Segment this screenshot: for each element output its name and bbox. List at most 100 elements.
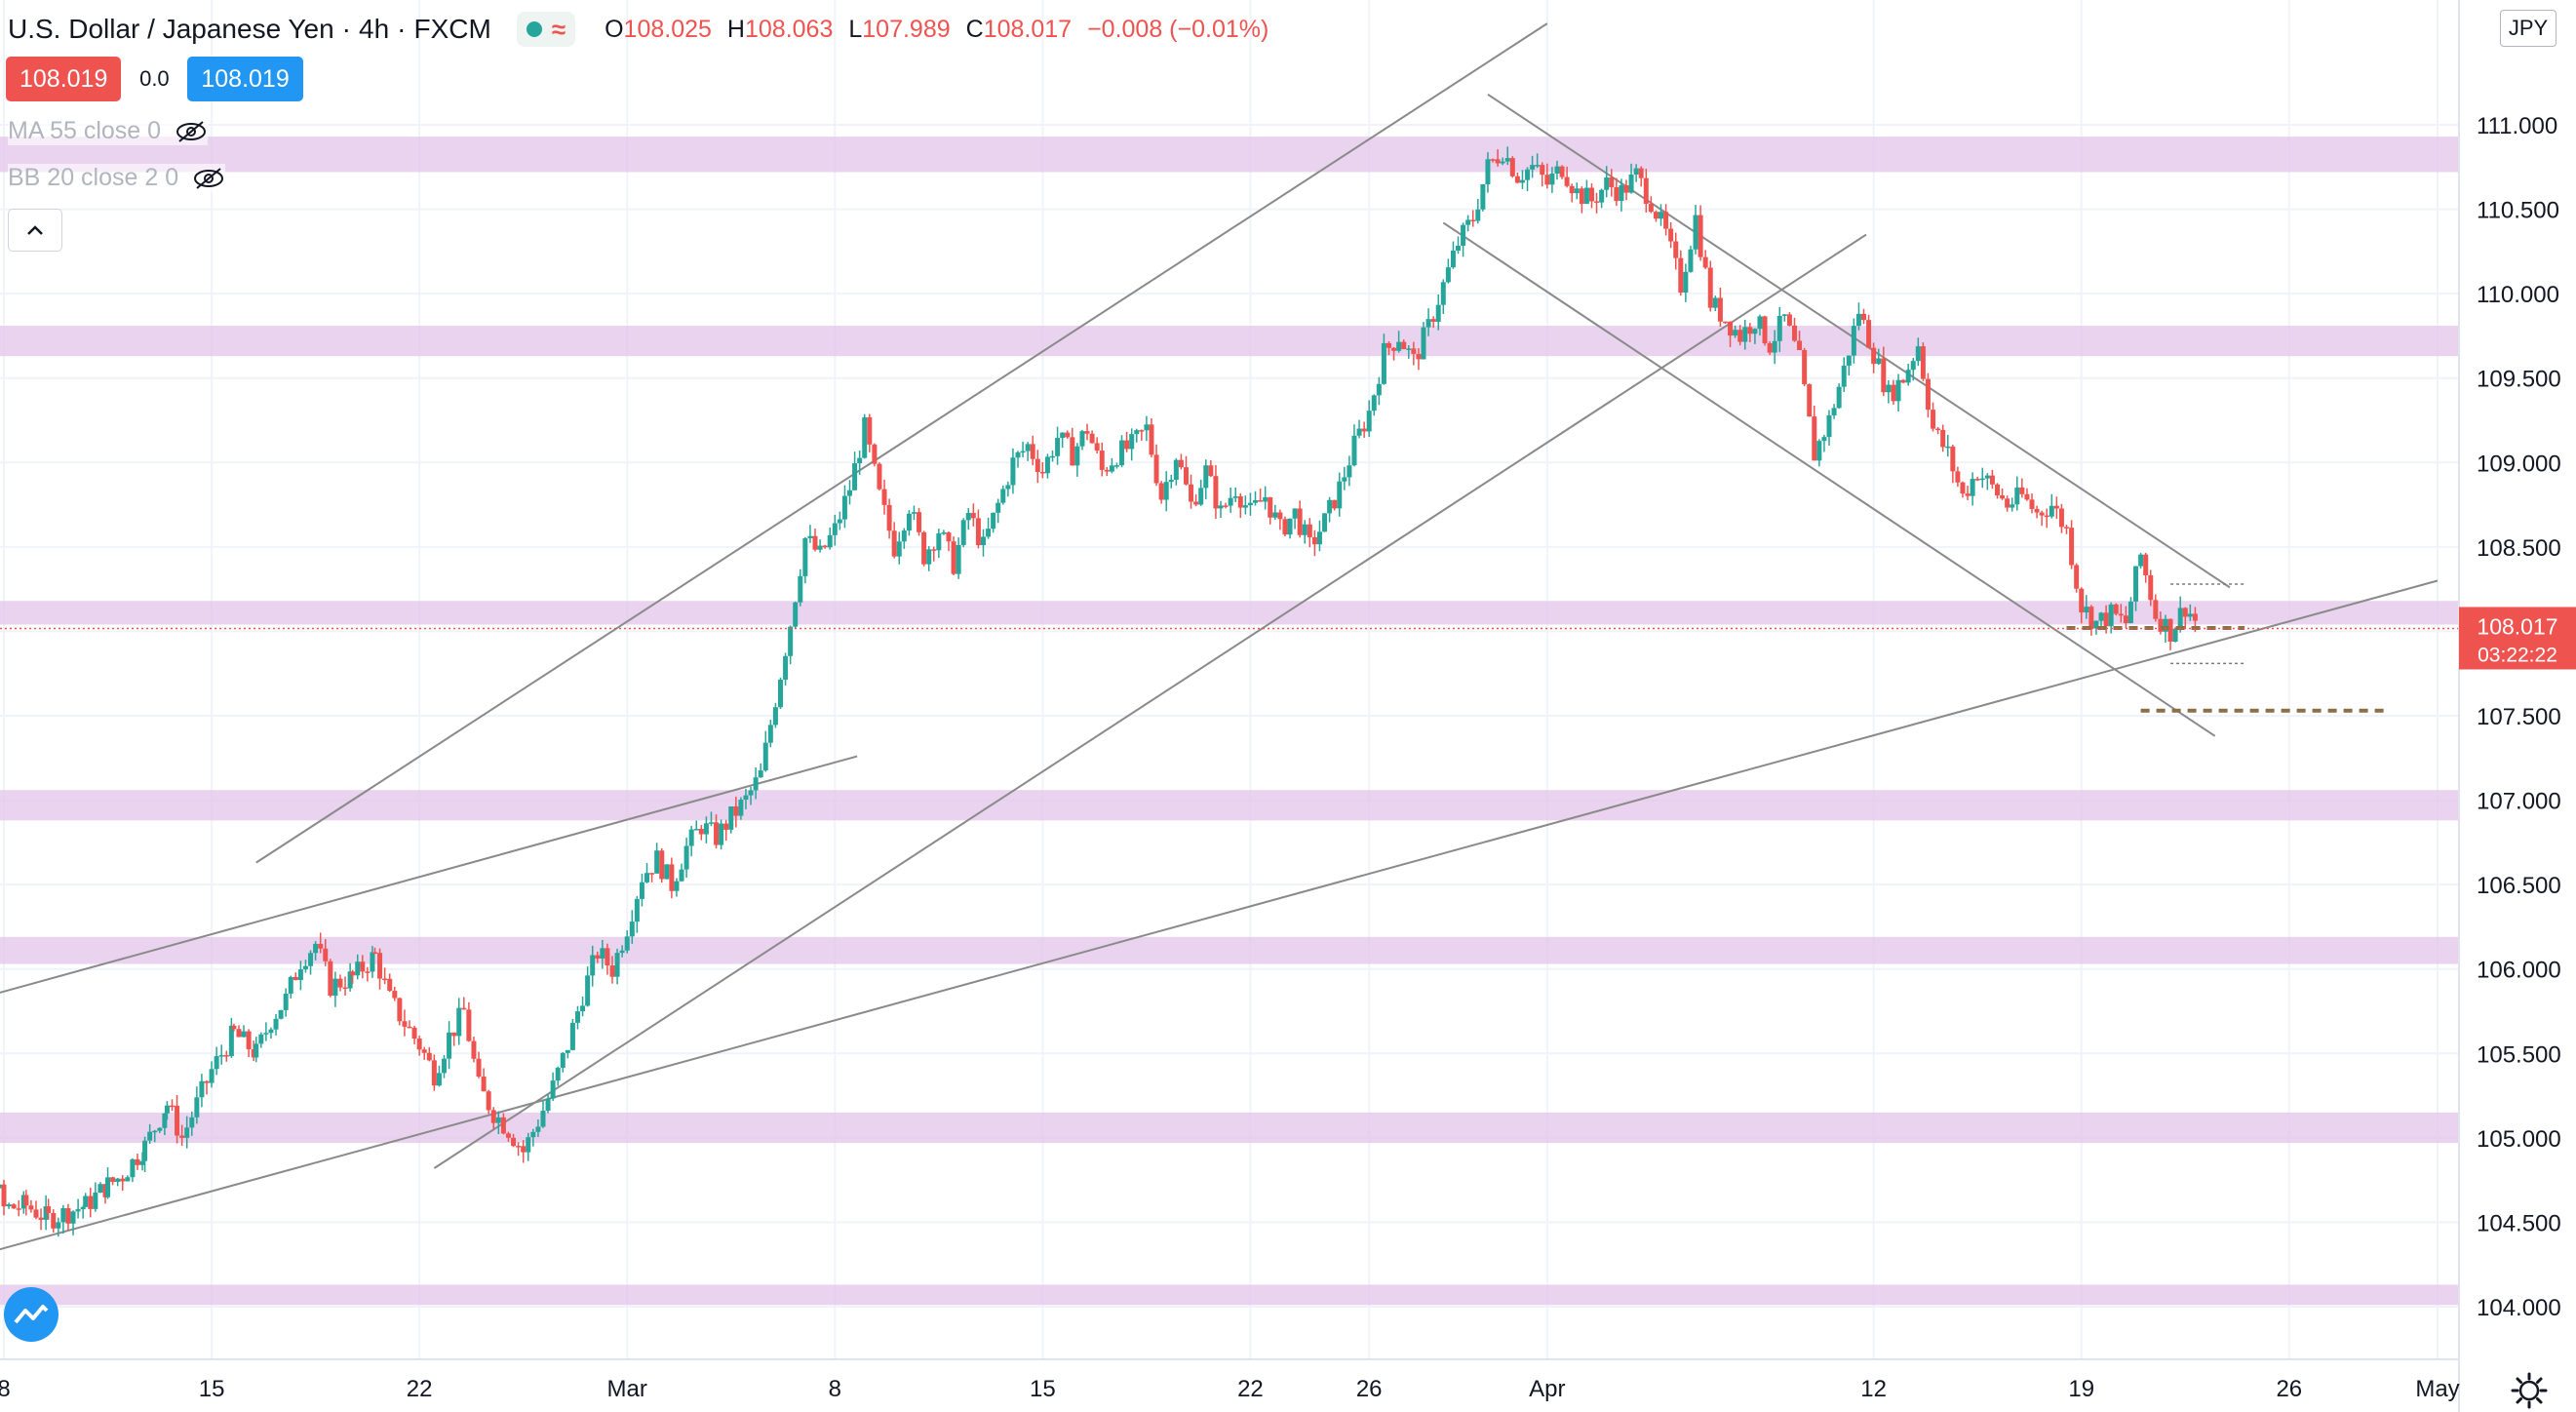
candle-body bbox=[614, 953, 620, 977]
candle-body bbox=[1984, 475, 1990, 479]
candle-body bbox=[1342, 477, 1347, 482]
candle-body bbox=[1223, 505, 1229, 507]
candle-body bbox=[1781, 314, 1787, 316]
candle-body bbox=[246, 1031, 252, 1050]
candle-body bbox=[273, 1018, 279, 1030]
price-axis[interactable]: 104.000 104.500 105.000 105.500 106.000 106.5… bbox=[2477, 113, 2561, 1321]
candle-body bbox=[1050, 455, 1056, 458]
gear-icon[interactable] bbox=[2510, 1371, 2549, 1410]
candle-body bbox=[1540, 165, 1545, 176]
time-axis[interactable]: 8 15 22 Mar 8 15 22 26 Apr 12 19 26 May bbox=[0, 1376, 2460, 1402]
last-price-label: 108.017 bbox=[2477, 613, 2557, 639]
market-open-icon bbox=[526, 21, 542, 37]
collapse-indicators-button[interactable] bbox=[8, 209, 62, 252]
candle-body bbox=[70, 1211, 76, 1224]
sell-button[interactable]: 108.019 bbox=[6, 57, 122, 101]
candle-body bbox=[254, 1043, 259, 1058]
candle-body bbox=[93, 1192, 98, 1209]
candle-body bbox=[1509, 158, 1515, 176]
candle-body bbox=[1673, 241, 1679, 258]
trendline bbox=[433, 233, 1867, 1169]
candle-body bbox=[965, 512, 971, 521]
candle-body bbox=[783, 655, 789, 680]
candle-body bbox=[872, 444, 878, 464]
interval-label[interactable]: 4h bbox=[359, 14, 390, 44]
candle-body bbox=[218, 1055, 224, 1057]
symbol-name[interactable]: U.S. Dollar / Japanese Yen bbox=[8, 14, 334, 44]
candle-body bbox=[223, 1055, 229, 1057]
candle-body bbox=[2044, 515, 2049, 518]
candle-body bbox=[490, 1110, 496, 1123]
candle-body bbox=[753, 777, 759, 791]
candle-body bbox=[397, 998, 403, 1022]
candle-body bbox=[1237, 495, 1243, 508]
currency-button[interactable]: JPY bbox=[2500, 10, 2556, 47]
candle-body bbox=[867, 416, 873, 445]
x-tick-label: May bbox=[2415, 1376, 2459, 1402]
candle-body bbox=[931, 549, 937, 551]
candle-body bbox=[382, 978, 388, 981]
candle-body bbox=[1514, 176, 1520, 183]
candle-body bbox=[1950, 446, 1956, 472]
candle-body bbox=[2019, 487, 2025, 494]
candle-body bbox=[917, 512, 922, 532]
candle-body bbox=[471, 1040, 477, 1059]
tradingview-logo-icon[interactable] bbox=[4, 1287, 59, 1342]
candle-body bbox=[347, 971, 353, 989]
candle-body bbox=[777, 679, 783, 708]
eye-hidden-icon[interactable] bbox=[175, 120, 208, 143]
candle-body bbox=[1253, 500, 1259, 503]
candle-body bbox=[1025, 444, 1031, 451]
candle-body bbox=[1020, 451, 1026, 453]
close-label: C bbox=[965, 15, 984, 43]
candle-body bbox=[1015, 451, 1021, 458]
candle-body bbox=[328, 961, 333, 997]
candle-body bbox=[2088, 607, 2094, 629]
candle-body bbox=[723, 823, 729, 830]
candle-body bbox=[1693, 215, 1698, 250]
high-value: H108.063 bbox=[726, 15, 834, 43]
candle-body bbox=[486, 1091, 491, 1111]
eye-hidden-icon[interactable] bbox=[192, 167, 225, 190]
candle-body bbox=[1094, 443, 1100, 451]
candle-body bbox=[350, 971, 356, 976]
candle-body bbox=[975, 518, 981, 546]
candle-body bbox=[728, 805, 734, 830]
close-value: C108.017 bbox=[965, 15, 1073, 43]
indicator-ma[interactable]: MA 55 close 0 bbox=[8, 117, 209, 145]
candle-body bbox=[847, 490, 853, 496]
candle-body bbox=[891, 530, 897, 557]
candle-body bbox=[2034, 508, 2040, 513]
candle-body bbox=[708, 822, 714, 824]
candle-body bbox=[1855, 313, 1861, 327]
candle-body bbox=[1821, 437, 1827, 442]
candle-body bbox=[1, 1184, 7, 1207]
candle-body bbox=[1525, 169, 1531, 180]
candle-body bbox=[986, 529, 992, 537]
candle-body bbox=[2153, 600, 2159, 619]
candle-body bbox=[1044, 456, 1050, 474]
buy-button[interactable]: 108.019 bbox=[187, 57, 303, 101]
candle-body bbox=[886, 504, 892, 531]
candle-body bbox=[1396, 341, 1402, 351]
trendlines[interactable] bbox=[0, 22, 2439, 1265]
candle-body bbox=[649, 873, 655, 875]
market-status-pill[interactable]: ≈ bbox=[516, 12, 576, 47]
indicator-bb[interactable]: BB 20 close 2 0 bbox=[8, 164, 226, 192]
candle-body bbox=[147, 1131, 153, 1141]
candle-body bbox=[1678, 257, 1684, 294]
change-value: −0.008 (−0.01%) bbox=[1087, 15, 1269, 43]
candle-body bbox=[1406, 348, 1412, 350]
candle-body bbox=[0, 1184, 2, 1189]
candle-body bbox=[1144, 424, 1150, 431]
candle-body bbox=[1935, 428, 1941, 431]
candle-body bbox=[595, 955, 601, 959]
candle-body bbox=[817, 545, 823, 550]
candle-body bbox=[1480, 184, 1486, 210]
candle-body bbox=[1564, 176, 1570, 186]
candle-body bbox=[1163, 482, 1169, 500]
x-tick-label: 8 bbox=[0, 1376, 11, 1402]
y-tick-label: 105.500 bbox=[2477, 1041, 2561, 1068]
candle-body bbox=[1213, 476, 1219, 509]
